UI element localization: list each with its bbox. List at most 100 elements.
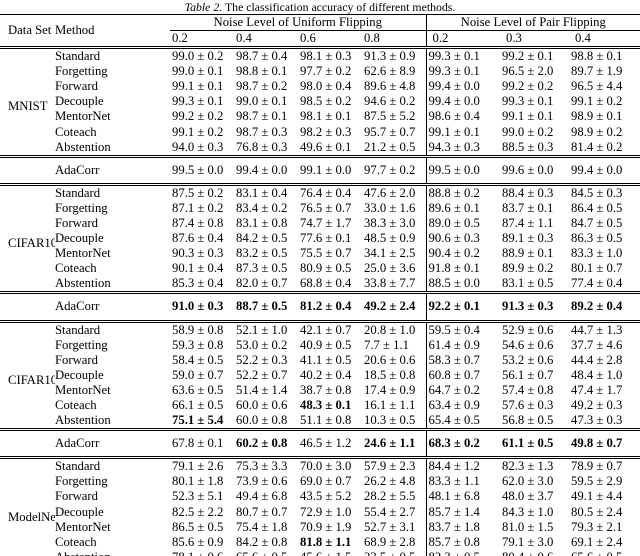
dataset-spacer (0, 154, 55, 186)
accuracy-value: 84.5 ± 0.3 (571, 185, 623, 200)
accuracy-value: 52.9 ± 0.6 (502, 322, 554, 337)
table-row: Abstention 94.0 ± 0.3 76.8 ± 0.3 49.6 ± 0.1… (0, 139, 640, 157)
method-name: Decouple (55, 367, 104, 382)
accuracy-value: 94.3 ± 0.3 (425, 139, 501, 157)
method-name: Forward (55, 79, 98, 94)
method-name: Forgetting (55, 200, 108, 215)
accuracy-value: 98.0 ± 0.4 (300, 79, 352, 94)
accuracy-value: 86.4 ± 0.5 (571, 200, 623, 215)
accuracy-value: 47.3 ± 0.3 (571, 413, 623, 428)
accuracy-value: 75.5 ± 0.7 (300, 246, 352, 261)
accuracy-value: 94.0 ± 0.3 (172, 139, 224, 154)
accuracy-value: 90.4 ± 0.2 (425, 246, 501, 262)
accuracy-value: 73.9 ± 0.6 (236, 474, 288, 489)
method-name: Standard (55, 49, 101, 64)
accuracy-value: 84.2 ± 0.5 (236, 231, 288, 246)
accuracy-value: 34.1 ± 2.5 (364, 246, 416, 261)
header-row-levels: 0.2 0.4 0.6 0.8 0.2 0.3 0.4 (0, 30, 640, 49)
accuracy-value: 75.4 ± 1.8 (236, 519, 288, 534)
accuracy-value: 87.3 ± 0.5 (236, 261, 288, 276)
accuracy-value: 76.4 ± 0.4 (300, 185, 352, 200)
accuracy-value: 89.1 ± 0.3 (502, 231, 554, 246)
accuracy-value: 88.5 ± 0.3 (502, 139, 554, 154)
accuracy-value: 85.7 ± 1.4 (425, 504, 501, 520)
accuracy-value: 89.7 ± 1.9 (571, 64, 623, 79)
accuracy-value: 99.4 ± 0.0 (425, 79, 501, 95)
noise-level-header: 0.2 (425, 30, 501, 49)
accuracy-value: 89.9 ± 0.2 (502, 261, 554, 276)
accuracy-value: 91.0 ± 0.3 (170, 291, 234, 323)
method-column-header: Method (55, 14, 170, 49)
table-row: CIFAR100 Standard 58.9 ± 0.8 52.1 ± 1.0 42.1… (0, 321, 640, 387)
accuracy-value: 28.2 ± 5.5 (364, 489, 416, 504)
accuracy-value: 49.2 ± 0.3 (571, 398, 623, 413)
accuracy-value: 49.1 ± 4.4 (571, 489, 623, 504)
accuracy-value: 80.1 ± 0.7 (571, 261, 623, 276)
accuracy-value: 89.0 ± 0.5 (425, 215, 501, 232)
accuracy-value: 38.3 ± 3.0 (364, 215, 416, 230)
accuracy-value: 10.3 ± 0.5 (364, 413, 416, 428)
accuracy-value: 52.7 ± 3.1 (364, 519, 416, 534)
accuracy-value: 75.3 ± 3.3 (236, 459, 288, 474)
accuracy-value: 80.5 ± 2.4 (571, 504, 623, 519)
accuracy-value: 77.6 ± 0.1 (300, 231, 352, 246)
accuracy-value: 79.1 ± 3.0 (502, 534, 554, 549)
accuracy-value: 96.5 ± 4.4 (571, 79, 623, 94)
accuracy-value: 20.6 ± 0.6 (364, 352, 416, 367)
accuracy-value: 99.3 ± 0.1 (425, 47, 501, 65)
accuracy-value: 61.4 ± 0.9 (425, 337, 501, 353)
accuracy-value: 40.9 ± 0.5 (300, 337, 352, 352)
accuracy-value: 99.4 ± 0.0 (425, 94, 501, 110)
accuracy-value: 91.3 ± 0.9 (364, 49, 416, 64)
accuracy-value: 99.4 ± 0.0 (234, 154, 298, 186)
noise-level-header: 0.8 (362, 30, 427, 49)
accuracy-value: 88.9 ± 0.1 (502, 246, 554, 261)
accuracy-value: 70.0 ± 3.0 (300, 459, 352, 474)
dataset-spacer (0, 291, 55, 323)
accuracy-value: 78.9 ± 0.7 (571, 459, 623, 474)
accuracy-value: 69.0 ± 0.7 (300, 474, 352, 489)
accuracy-value: 75.1 ± 5.4 (172, 413, 224, 428)
accuracy-value: 87.6 ± 0.4 (172, 231, 224, 246)
noise-level-header: 0.4 (569, 30, 640, 49)
accuracy-value: 91.8 ± 0.1 (425, 261, 501, 277)
accuracy-value: 83.3 ± 1.1 (425, 474, 501, 490)
dataset-spacer (0, 428, 55, 460)
method-name: Forgetting (55, 337, 108, 352)
accuracy-value: 84.2 ± 0.8 (236, 534, 288, 549)
accuracy-value: 61.1 ± 0.5 (500, 428, 570, 460)
accuracy-value: 99.5 ± 0.0 (425, 154, 501, 186)
adacorr-row: AdaCorr 67.8 ± 0.1 60.2 ± 0.8 46.5 ± 1.2 24.… (0, 428, 640, 460)
accuracy-value: 48.0 ± 3.7 (502, 489, 554, 504)
accuracy-value: 83.4 ± 0.2 (236, 200, 288, 215)
accuracy-value: 98.9 ± 0.1 (571, 109, 623, 124)
accuracy-value: 52.3 ± 5.1 (172, 489, 224, 504)
method-name: Decouple (55, 504, 104, 519)
accuracy-value: 46.5 ± 1.2 (298, 428, 362, 460)
method-name: Coteach (55, 261, 97, 276)
accuracy-value: 69.1 ± 2.4 (571, 534, 623, 549)
adacorr-row: AdaCorr 99.5 ± 0.0 99.4 ± 0.0 99.1 ± 0.0 97.… (0, 154, 640, 186)
accuracy-value: 53.2 ± 0.6 (502, 352, 554, 367)
accuracy-value: 54.6 ± 0.6 (502, 337, 554, 352)
dataset-label: ModelNet40 (8, 509, 55, 524)
uniform-flipping-header: Noise Level of Uniform Flipping (170, 14, 427, 31)
method-name: MentorNet (55, 519, 111, 534)
table-row: Decouple 82.5 ± 2.2 80.7 ± 0.7 72.9 ± 1.0 55… (0, 504, 640, 520)
accuracy-value: 98.1 ± 0.3 (300, 49, 352, 64)
header-row-groups: Data Set Method Noise Level of Uniform F… (0, 14, 640, 49)
accuracy-value: 80.4 ± 0.6 (500, 550, 569, 556)
accuracy-value: 56.1 ± 0.7 (502, 367, 554, 382)
pair-flipping-header: Noise Level of Pair Flipping (425, 14, 640, 31)
method-name: Standard (55, 459, 101, 474)
table-row: Abstention 85.3 ± 0.4 82.0 ± 0.7 68.8 ± 0.4… (0, 276, 640, 293)
accuracy-value: 42.1 ± 0.7 (300, 322, 352, 337)
accuracy-value: 57.4 ± 0.8 (502, 382, 554, 397)
accuracy-value: 48.3 ± 0.1 (300, 398, 352, 413)
accuracy-value: 90.3 ± 0.3 (172, 246, 224, 261)
results-table: Data Set Method Noise Level of Uniform F… (0, 14, 640, 556)
accuracy-value: 98.9 ± 0.2 (571, 124, 623, 139)
accuracy-value: 60.8 ± 0.7 (425, 367, 501, 383)
table-row: MentorNet 63.6 ± 0.5 51.4 ± 1.4 38.7 ± 0.8 1… (0, 382, 640, 398)
method-name: Abstention (55, 276, 111, 291)
